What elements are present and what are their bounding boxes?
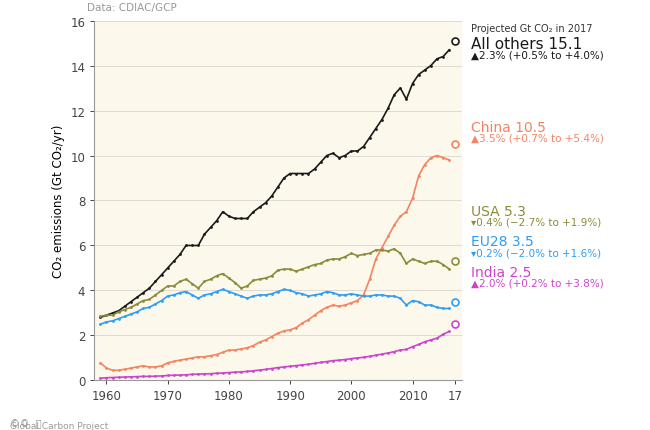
Text: ▾0.2% (−2.0% to +1.6%): ▾0.2% (−2.0% to +1.6%): [471, 248, 601, 258]
Text: Global Carbon Project: Global Carbon Project: [10, 400, 108, 430]
Text: EU28 3.5: EU28 3.5: [471, 235, 534, 249]
Text: Data: CDIAC/GCP: Data: CDIAC/GCP: [87, 3, 177, 12]
Text: ▲2.0% (+0.2% to +3.8%): ▲2.0% (+0.2% to +3.8%): [471, 278, 604, 288]
Text: India 2.5: India 2.5: [471, 265, 532, 279]
Text: ©©  ⓘ: ©© ⓘ: [10, 418, 42, 428]
Text: ▲3.5% (+0.7% to +5.4%): ▲3.5% (+0.7% to +5.4%): [471, 133, 604, 143]
Text: ▲2.3% (+0.5% to +4.0%): ▲2.3% (+0.5% to +4.0%): [471, 51, 604, 61]
Text: USA 5.3: USA 5.3: [471, 204, 526, 218]
Text: All others 15.1: All others 15.1: [471, 37, 582, 52]
Text: ▾0.4% (−2.7% to +1.9%): ▾0.4% (−2.7% to +1.9%): [471, 217, 601, 227]
Y-axis label: CO₂ emissions (Gt CO₂/yr): CO₂ emissions (Gt CO₂/yr): [51, 125, 64, 277]
Text: China 10.5: China 10.5: [471, 120, 546, 134]
Text: Projected Gt CO₂ in 2017: Projected Gt CO₂ in 2017: [471, 24, 593, 34]
